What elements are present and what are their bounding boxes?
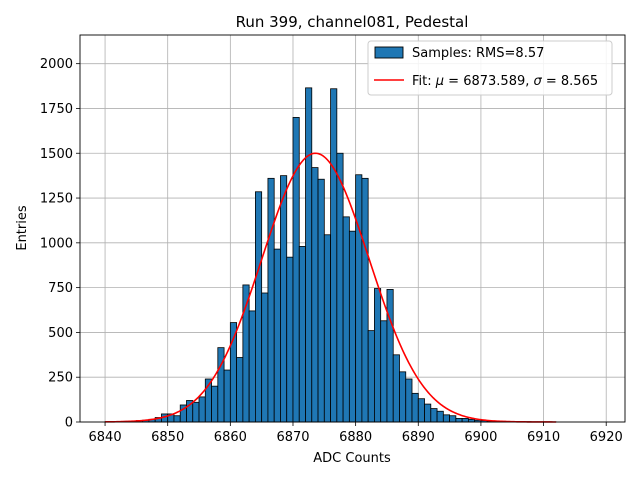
histogram-bar: [417, 398, 425, 423]
histogram-bar: [192, 401, 200, 423]
plot-frame: [79, 34, 626, 423]
legend-box: [367, 40, 613, 96]
gaussian-fit-curve: [105, 152, 557, 423]
histogram-bar: [361, 177, 369, 423]
histogram-bar: [267, 177, 275, 423]
sigma-value: = 8.565: [542, 74, 598, 89]
histogram-bar: [280, 175, 288, 423]
histogram-bar: [442, 414, 450, 423]
histogram-bar: [455, 418, 463, 423]
histogram-bar: [436, 410, 444, 423]
histogram-bar: [336, 152, 344, 423]
fit-label-prefix: Fit:: [412, 74, 436, 89]
histogram-bar: [261, 292, 269, 423]
x-tick-label: 6900: [464, 430, 497, 445]
x-tick-label: 6860: [214, 430, 247, 445]
histogram-bar: [317, 178, 325, 423]
histogram-bar: [411, 392, 419, 423]
y-tick-label: 0: [65, 416, 73, 431]
x-tick-label: 6870: [276, 430, 309, 445]
y-axis-label: Entries: [15, 205, 30, 251]
histogram-bar: [311, 167, 319, 423]
histogram-bar: [286, 256, 294, 423]
histogram-bar: [323, 234, 331, 423]
histogram-bar: [330, 88, 338, 423]
y-axis-ticks: 0 250 500 750 1000 1250 1500 1750 2000: [40, 57, 80, 431]
x-tick-label: 6840: [89, 430, 122, 445]
legend-entry-fit: Fit: μ = 6873.589, σ = 8.565: [412, 74, 598, 89]
histogram-bar: [255, 191, 263, 423]
histogram-bar: [342, 216, 350, 423]
y-tick-label: 1250: [40, 192, 73, 207]
histogram-bar: [430, 408, 438, 423]
x-tick-label: 6910: [527, 430, 560, 445]
histogram-bar: [236, 357, 244, 423]
histogram-bar: [348, 230, 357, 423]
legend-swatch-samples: [374, 46, 404, 59]
histogram-bar: [449, 415, 457, 423]
histogram-bar: [392, 354, 400, 423]
histogram-bar: [461, 418, 469, 423]
x-axis-ticks: 6840 6850 6860 6870 6880 6890 6900 6910 6920: [89, 422, 623, 445]
histogram-bar: [217, 347, 225, 423]
histogram-bar: [223, 369, 231, 423]
histogram-bar: [405, 378, 413, 423]
histogram-bar: [305, 87, 313, 423]
histogram-bar: [367, 330, 375, 423]
sigma-symbol: σ: [534, 74, 543, 89]
histogram-bar: [298, 246, 306, 423]
histogram-bar: [248, 310, 256, 423]
histogram-bar: [198, 396, 206, 423]
legend: Samples: RMS=8.57 Fit: μ = 6873.589, σ =…: [367, 40, 613, 96]
y-tick-label: 250: [48, 371, 73, 386]
x-tick-label: 6920: [590, 430, 623, 445]
histogram-bar: [399, 371, 407, 423]
y-tick-label: 2000: [40, 57, 73, 72]
chart-title: Run 399, channel081, Pedestal: [236, 13, 469, 31]
histogram-bar: [374, 288, 382, 423]
histogram-bar: [424, 403, 432, 423]
mu-value: = 6873.589,: [444, 74, 533, 89]
y-tick-label: 500: [48, 326, 73, 341]
y-tick-label: 750: [48, 281, 73, 296]
x-tick-label: 6850: [151, 430, 184, 445]
histogram-bar: [211, 385, 219, 423]
histogram-bar: [386, 289, 394, 423]
histogram-bar: [292, 117, 300, 423]
histogram-bar: [380, 320, 388, 423]
x-tick-label: 6880: [339, 430, 372, 445]
legend-entry-samples: Samples: RMS=8.57: [412, 46, 544, 61]
x-tick-label: 6890: [402, 430, 435, 445]
y-tick-label: 1750: [40, 102, 73, 117]
y-tick-label: 1500: [40, 147, 73, 162]
mu-symbol: μ: [435, 74, 444, 89]
histogram-bar: [173, 415, 181, 423]
histogram-bar: [273, 248, 281, 423]
histogram-bar: [355, 174, 363, 423]
y-tick-label: 1000: [40, 236, 73, 251]
x-axis-label: ADC Counts: [313, 451, 391, 466]
